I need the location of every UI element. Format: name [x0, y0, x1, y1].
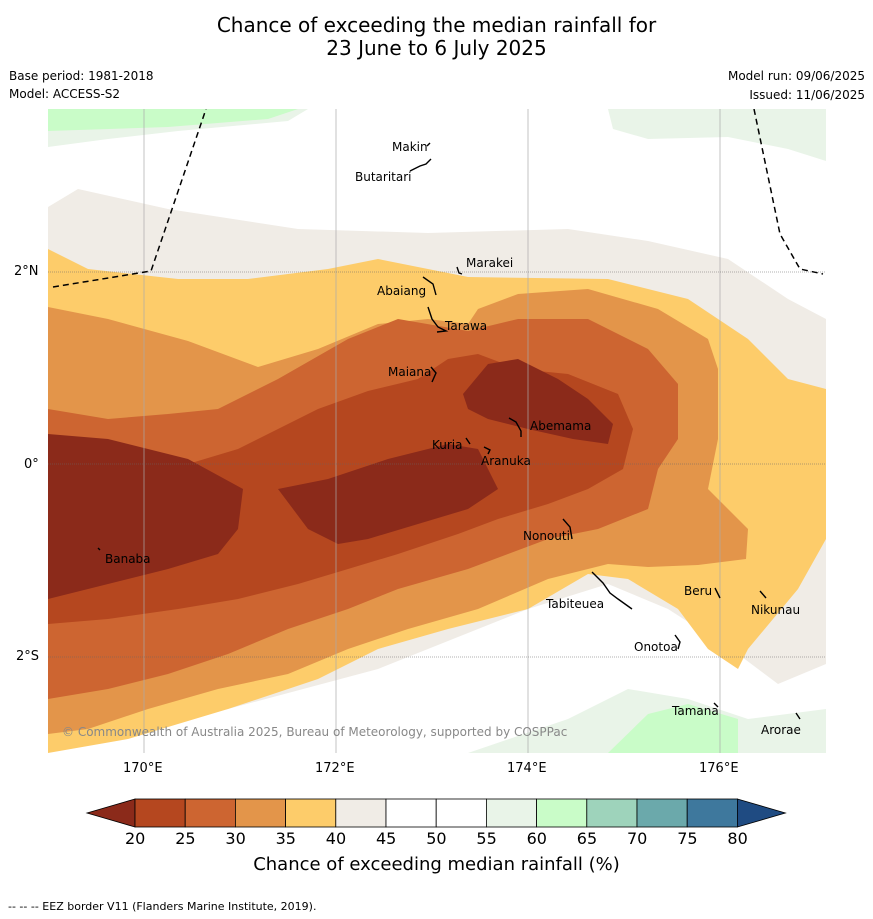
place-label: Marakei: [466, 256, 513, 270]
lat-label-2s: 2°S: [16, 649, 40, 664]
contour-55-60-top-right: [608, 109, 826, 161]
colorbar-tick-label: 40: [325, 829, 347, 848]
colorbar-tick-label: 45: [376, 829, 397, 848]
eez-border-east: [753, 109, 824, 275]
colorbar-tick-label: 35: [275, 829, 296, 848]
colorbar: [85, 798, 787, 828]
colorbar-cell: [285, 798, 337, 828]
colorbar-tick-label: 20: [125, 829, 146, 848]
colorbar-tick-label: 80: [727, 829, 748, 848]
colorbar-extend-low: [85, 798, 136, 828]
place-label: Makin: [392, 140, 428, 154]
place-label: Tarawa: [444, 319, 487, 333]
place-label: Tabiteuea: [545, 597, 604, 611]
issued-date: Issued: 11/06/2025: [749, 88, 865, 102]
rainfall-map: Makin Butaritari Marakei Abaiang Tarawa …: [48, 109, 826, 753]
contour-below-20-central: [278, 444, 498, 544]
copyright-notice: © Commonwealth of Australia 2025, Bureau…: [62, 725, 567, 739]
lat-label-2n: 2°N: [14, 264, 39, 279]
lon-label-170e: 170°E: [123, 761, 163, 776]
colorbar-tick-label: 30: [225, 829, 246, 848]
colorbar-cell: [636, 798, 688, 828]
contour-60-65-top: [48, 109, 298, 131]
place-label: Onotoa: [634, 640, 678, 654]
colorbar-cell: [485, 798, 537, 828]
contour-below-20-west: [48, 434, 243, 599]
lat-label-0: 0°: [24, 457, 39, 472]
lon-label-172e: 172°E: [315, 761, 355, 776]
longitude-gridlines: [143, 109, 721, 753]
place-label: Abemama: [530, 419, 591, 433]
colorbar-tick-label: 50: [426, 829, 447, 848]
colorbar-tick-label: 60: [526, 829, 547, 848]
place-label: Butaritari: [355, 170, 412, 184]
place-label: Nonouti: [523, 529, 570, 543]
colorbar-tick-label: 25: [175, 829, 196, 848]
colorbar-cell: [586, 798, 638, 828]
colorbar-cell: [686, 798, 738, 828]
place-label: Maiana: [388, 365, 431, 379]
base-period: Base period: 1981-2018: [9, 69, 154, 83]
colorbar-cell: [536, 798, 588, 828]
model-run-date: Model run: 09/06/2025: [727, 69, 865, 83]
colorbar-tick-label: 55: [476, 829, 497, 848]
colorbar-cell: [234, 798, 286, 828]
place-label: Beru: [684, 584, 712, 598]
colorbar-cell: [184, 798, 236, 828]
map-canvas: Makin Butaritari Marakei Abaiang Tarawa …: [48, 109, 826, 753]
colorbar-extend-high: [737, 798, 787, 828]
place-label: Kuria: [432, 438, 463, 452]
colorbar-cell: [335, 798, 387, 828]
lon-label-176e: 176°E: [699, 761, 739, 776]
colorbar-title: Chance of exceeding median rainfall (%): [253, 854, 620, 875]
place-label: Nikunau: [751, 603, 800, 617]
colorbar-cell: [134, 798, 186, 828]
place-label: Aranuka: [481, 454, 531, 468]
colorbar-tick-label: 65: [576, 829, 598, 848]
place-label: Abaiang: [377, 284, 426, 298]
contour-60-65-bottom: [608, 704, 738, 753]
place-label: Tamana: [671, 704, 719, 718]
map-title-line2: 23 June to 6 July 2025: [326, 36, 547, 60]
colorbar-tick-label: 75: [677, 829, 698, 848]
latitude-gridlines: [48, 271, 826, 658]
place-label: Banaba: [105, 552, 151, 566]
map-title-line1: Chance of exceeding the median rainfall …: [216, 13, 657, 37]
island-coastlines: [97, 142, 801, 720]
place-labels: Makin Butaritari Marakei Abaiang Tarawa …: [105, 140, 801, 737]
contour-below-20-east: [463, 359, 613, 444]
eez-footer-note: -- -- -- EEZ border V11 (Flanders Marine…: [8, 900, 317, 913]
colorbar-cell: [385, 798, 437, 828]
model-name: Model: ACCESS-S2: [9, 87, 121, 101]
place-label: Arorae: [761, 723, 801, 737]
colorbar-cell: [435, 798, 487, 828]
eez-border-west: [52, 109, 207, 288]
lon-label-174e: 174°E: [507, 761, 547, 776]
colorbar-tick-label: 70: [627, 829, 648, 848]
